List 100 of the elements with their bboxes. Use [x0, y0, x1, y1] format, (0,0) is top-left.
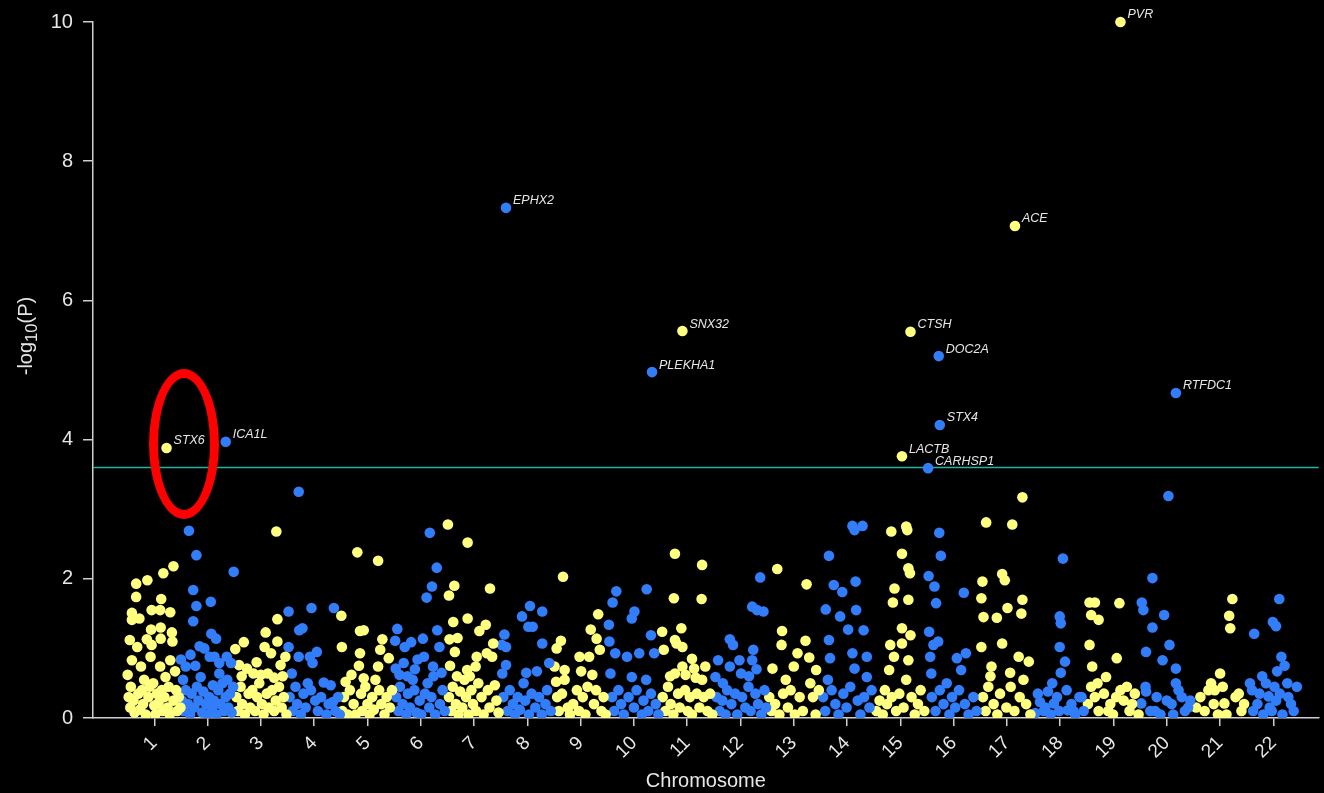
point — [751, 604, 763, 616]
point — [283, 606, 294, 617]
point — [280, 651, 291, 663]
point — [886, 526, 897, 537]
point — [759, 684, 770, 696]
point — [720, 709, 731, 718]
point — [366, 691, 378, 703]
point — [536, 638, 548, 649]
point — [336, 610, 347, 621]
point — [173, 691, 185, 703]
point — [1217, 681, 1229, 692]
point — [158, 567, 169, 579]
point — [124, 634, 136, 646]
point — [727, 639, 739, 651]
point — [348, 698, 359, 710]
point — [628, 702, 640, 713]
point — [130, 578, 142, 589]
point — [1100, 671, 1112, 683]
point — [476, 691, 487, 703]
point — [587, 669, 598, 681]
point — [896, 622, 908, 634]
point — [834, 611, 846, 622]
point — [259, 641, 270, 653]
point — [828, 579, 840, 591]
point — [1135, 698, 1147, 709]
x-tick-label: 8 — [511, 731, 534, 755]
point — [278, 691, 290, 703]
point — [302, 677, 314, 689]
point — [686, 709, 698, 718]
y-tick-label: 2 — [61, 566, 73, 589]
point — [1208, 698, 1220, 710]
point — [849, 663, 860, 674]
point — [315, 691, 327, 703]
point — [1093, 614, 1104, 626]
annotation: EPHX2 — [513, 193, 555, 208]
point — [700, 661, 711, 672]
point — [850, 576, 861, 587]
point — [955, 664, 967, 676]
point — [861, 671, 873, 683]
point — [482, 684, 494, 696]
point — [1002, 602, 1013, 614]
point — [946, 691, 958, 703]
x-tick-label: 16 — [930, 731, 961, 762]
point — [1115, 16, 1126, 28]
point — [861, 651, 873, 663]
point — [443, 590, 455, 601]
point — [1055, 618, 1067, 629]
point — [545, 705, 557, 717]
point — [1025, 709, 1036, 718]
point — [383, 652, 395, 664]
point — [696, 593, 707, 605]
point — [191, 600, 202, 612]
point — [645, 688, 657, 699]
point — [696, 559, 708, 571]
point — [155, 622, 166, 633]
point — [1252, 698, 1263, 710]
point — [823, 550, 835, 562]
point — [583, 651, 595, 663]
point — [1227, 593, 1238, 605]
point — [238, 636, 250, 648]
point — [1018, 674, 1029, 686]
point — [140, 709, 152, 718]
point — [650, 698, 662, 710]
annotation: LACTB — [908, 441, 950, 456]
point — [137, 698, 149, 710]
point — [580, 709, 591, 718]
x-tick-label: 7 — [458, 731, 481, 755]
point — [478, 709, 489, 718]
point — [932, 636, 944, 647]
point — [780, 674, 792, 686]
point — [164, 654, 176, 666]
point — [199, 643, 210, 654]
point — [930, 705, 941, 717]
point — [982, 681, 994, 692]
point — [277, 670, 289, 682]
point — [850, 604, 862, 616]
point — [900, 674, 912, 686]
annotation: RTFDC1 — [1182, 378, 1232, 393]
point — [724, 661, 736, 672]
point — [169, 666, 181, 677]
point — [676, 622, 687, 634]
point — [1173, 684, 1184, 696]
point — [1214, 668, 1226, 679]
point — [386, 684, 398, 696]
x-tick-label: 9 — [564, 731, 588, 755]
point — [436, 667, 447, 679]
point — [516, 611, 528, 622]
point — [1014, 691, 1026, 703]
point — [551, 643, 562, 654]
point — [988, 698, 999, 710]
point — [767, 663, 778, 674]
point — [953, 684, 965, 696]
y-tick-label: 0 — [61, 705, 73, 728]
point — [750, 688, 761, 699]
point — [792, 647, 803, 659]
point — [1219, 698, 1230, 709]
point — [360, 681, 371, 692]
point — [905, 629, 916, 641]
point — [1273, 593, 1285, 605]
point — [929, 581, 940, 592]
